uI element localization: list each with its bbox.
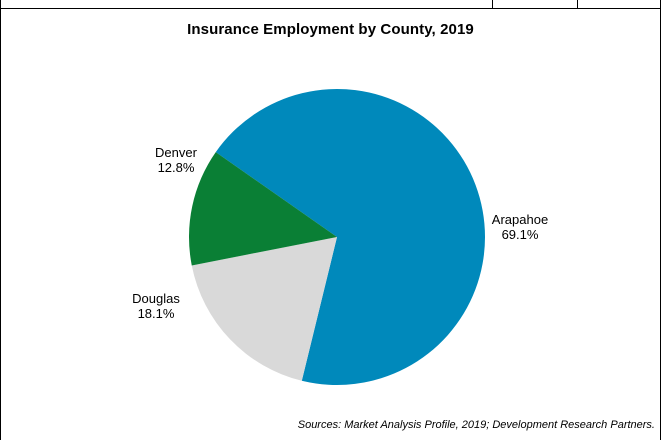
table-remnant-divider — [577, 0, 578, 9]
table-remnant-divider — [492, 0, 493, 9]
slice-label-arapahoe: Arapahoe — [492, 212, 548, 227]
pie-slice-douglas — [191, 237, 337, 381]
table-remnant-strip — [0, 0, 661, 9]
pie-slice-denver — [188, 152, 337, 266]
source-note: Sources: Market Analysis Profile, 2019; … — [297, 419, 655, 431]
slice-label-douglas: Douglas — [132, 291, 180, 306]
slice-label-denver: Denver — [155, 145, 198, 160]
slice-value-douglas: 18.1% — [138, 306, 175, 321]
slice-value-denver: 12.8% — [158, 160, 195, 175]
pie-slice-arapahoe — [215, 88, 485, 385]
slice-value-arapahoe: 69.1% — [502, 227, 539, 242]
chart-title: Insurance Employment by County, 2019 — [187, 21, 474, 38]
